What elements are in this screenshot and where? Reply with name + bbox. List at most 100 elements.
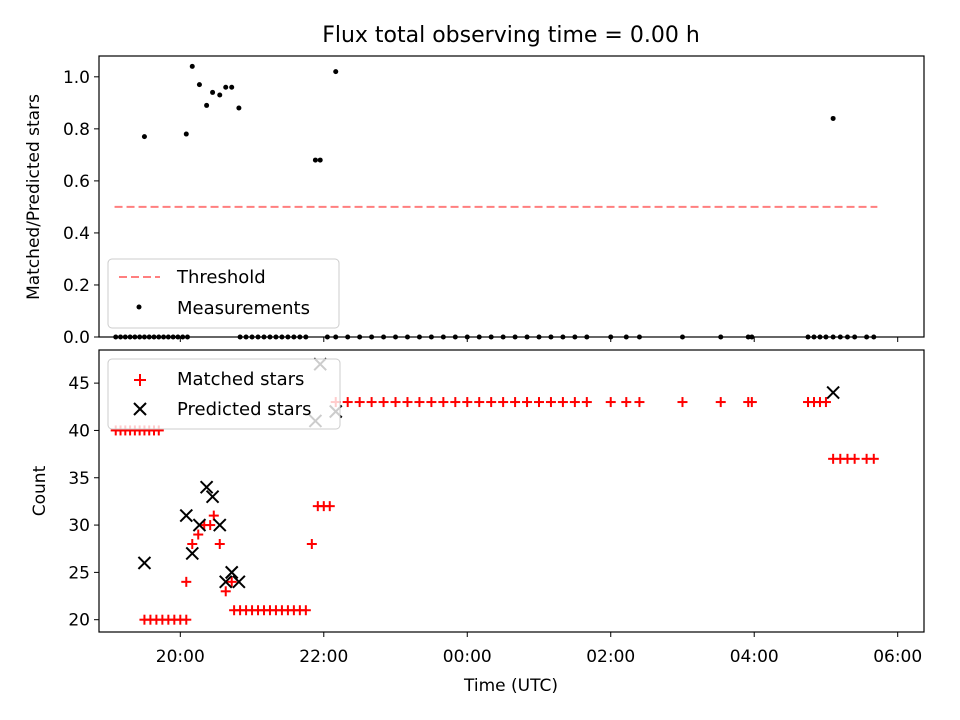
bottom-y-axis-ticks: 20 25 30 35 40 45: [68, 374, 99, 631]
predicted-stars-point: [205, 489, 220, 504]
chart-title: Flux total observing time = 0.00 h: [322, 23, 700, 48]
y-tick-label: 1.0: [63, 68, 90, 88]
y-tick-label: 40: [68, 421, 90, 441]
predicted-stars-point: [225, 565, 239, 580]
matched-stars-point: [486, 397, 497, 408]
matched-stars-point: [569, 397, 580, 408]
matched-stars-point: [677, 397, 688, 408]
y-tick-label: 0.0: [63, 328, 90, 348]
matched-stars-point: [534, 397, 544, 408]
matched-stars-point: [746, 397, 757, 408]
predicted-stars-point: [826, 385, 840, 400]
matched-stars-point: [849, 453, 860, 464]
predicted-stars-point: [199, 480, 214, 494]
matched-stars-point: [557, 397, 568, 408]
top-panel: 0.0 0.2 0.4 0.6 0.8 1.0 Matched/Predicted sta…: [24, 55, 925, 348]
bottom-plot-marks: [110, 357, 879, 625]
measurements-point: [317, 157, 323, 163]
matched-stars-point: [474, 397, 485, 408]
matched-stars-legend-swatch: [134, 374, 146, 386]
matched-stars-point: [820, 397, 831, 408]
predicted-stars-point: [219, 575, 233, 589]
top-legend: Threshold Measurements: [107, 258, 340, 329]
bottom-legend-box: [107, 358, 341, 430]
matched-stars-point: [605, 397, 616, 408]
matched-stars-point: [366, 397, 377, 408]
y-tick-label: 45: [68, 374, 90, 394]
matched-stars-point: [354, 397, 365, 408]
top-y-axis-ticks: 0.0 0.2 0.4 0.6 0.8 1.0: [63, 68, 99, 348]
predicted-stars-point: [213, 518, 227, 532]
measurements-legend-label: Measurements: [177, 298, 310, 319]
predicted-stars-legend-label: Predicted stars: [177, 399, 311, 420]
y-tick-label: 0.2: [63, 276, 90, 296]
predicted-stars-point: [192, 518, 207, 532]
x-tick-label: 20:00: [156, 647, 205, 667]
measurements-point: [223, 84, 229, 90]
matched-stars-point: [438, 397, 449, 408]
measurements-point: [183, 131, 189, 137]
matched-stars-point: [324, 501, 335, 512]
matched-stars-point: [414, 397, 425, 408]
matched-stars-point: [426, 397, 437, 408]
measurements-point: [196, 82, 202, 88]
matched-stars-point: [187, 538, 198, 549]
matched-stars-point: [522, 397, 533, 408]
matched-stars-point: [450, 397, 461, 408]
matched-stars-legend-label: Matched stars: [177, 369, 304, 390]
matched-stars-point: [378, 397, 389, 408]
bottom-x-axis-ticks: 20:00 22:00 00:00 02:00 04:00 06:00: [156, 632, 922, 667]
y-tick-label: 35: [68, 469, 90, 489]
x-tick-label: 06:00: [873, 647, 922, 667]
matched-stars-point: [193, 529, 204, 540]
measurements-point: [830, 115, 836, 121]
matched-stars-point: [390, 397, 401, 408]
x-tick-label: 02:00: [586, 647, 635, 667]
matched-stars-point: [342, 397, 353, 408]
threshold-legend-label: Threshold: [176, 267, 266, 288]
y-tick-label: 30: [68, 516, 90, 536]
matched-stars-point: [181, 614, 192, 625]
y-tick-label: 20: [68, 611, 90, 631]
matched-stars-point: [545, 397, 556, 408]
x-tick-label: 04:00: [730, 647, 779, 667]
y-tick-label: 0.4: [63, 224, 90, 244]
matched-stars-point: [715, 397, 726, 408]
measurements-legend-swatch: [136, 304, 142, 310]
measurements-point: [312, 157, 318, 163]
top-axes-frame: [98, 55, 925, 338]
matched-stars-point: [634, 397, 645, 408]
matched-stars-point: [402, 397, 413, 408]
x-tick-label: 00:00: [443, 647, 492, 667]
matched-stars-point: [306, 538, 317, 549]
measurements-point: [204, 102, 210, 108]
measurements-point: [236, 105, 242, 111]
measurements-point: [333, 69, 339, 75]
measurements-point: [189, 63, 195, 69]
bottom-legend: Matched stars Predicted stars: [107, 358, 341, 430]
predicted-stars-point: [137, 556, 152, 570]
predicted-stars-point: [185, 546, 199, 561]
x-axis-label: Time (UTC): [463, 676, 558, 696]
measurements-point: [217, 92, 223, 98]
matched-stars-point: [510, 397, 521, 408]
measurements-point: [141, 134, 147, 140]
matched-stars-point: [208, 510, 219, 521]
measurements-point: [210, 89, 216, 95]
y-tick-label: 25: [68, 563, 90, 583]
matched-stars-point: [220, 586, 231, 597]
matched-stars-point: [581, 397, 592, 408]
predicted-stars-point: [232, 575, 246, 589]
predicted-stars-legend-swatch: [133, 402, 147, 416]
matched-stars-point: [300, 605, 311, 616]
matched-stars-point: [226, 576, 237, 587]
top-y-axis-label: Matched/Predicted stars: [24, 94, 44, 300]
matched-stars-point: [462, 397, 473, 408]
y-tick-label: 0.8: [63, 120, 90, 140]
matched-stars-point: [181, 576, 192, 587]
bottom-panel: 20 25 30 35 40 45 20:00 22:00 00:00 02:00 04:00 06…: [30, 349, 925, 696]
matched-stars-point: [621, 397, 632, 408]
y-tick-label: 0.6: [63, 172, 90, 192]
matched-stars-point: [868, 453, 879, 464]
